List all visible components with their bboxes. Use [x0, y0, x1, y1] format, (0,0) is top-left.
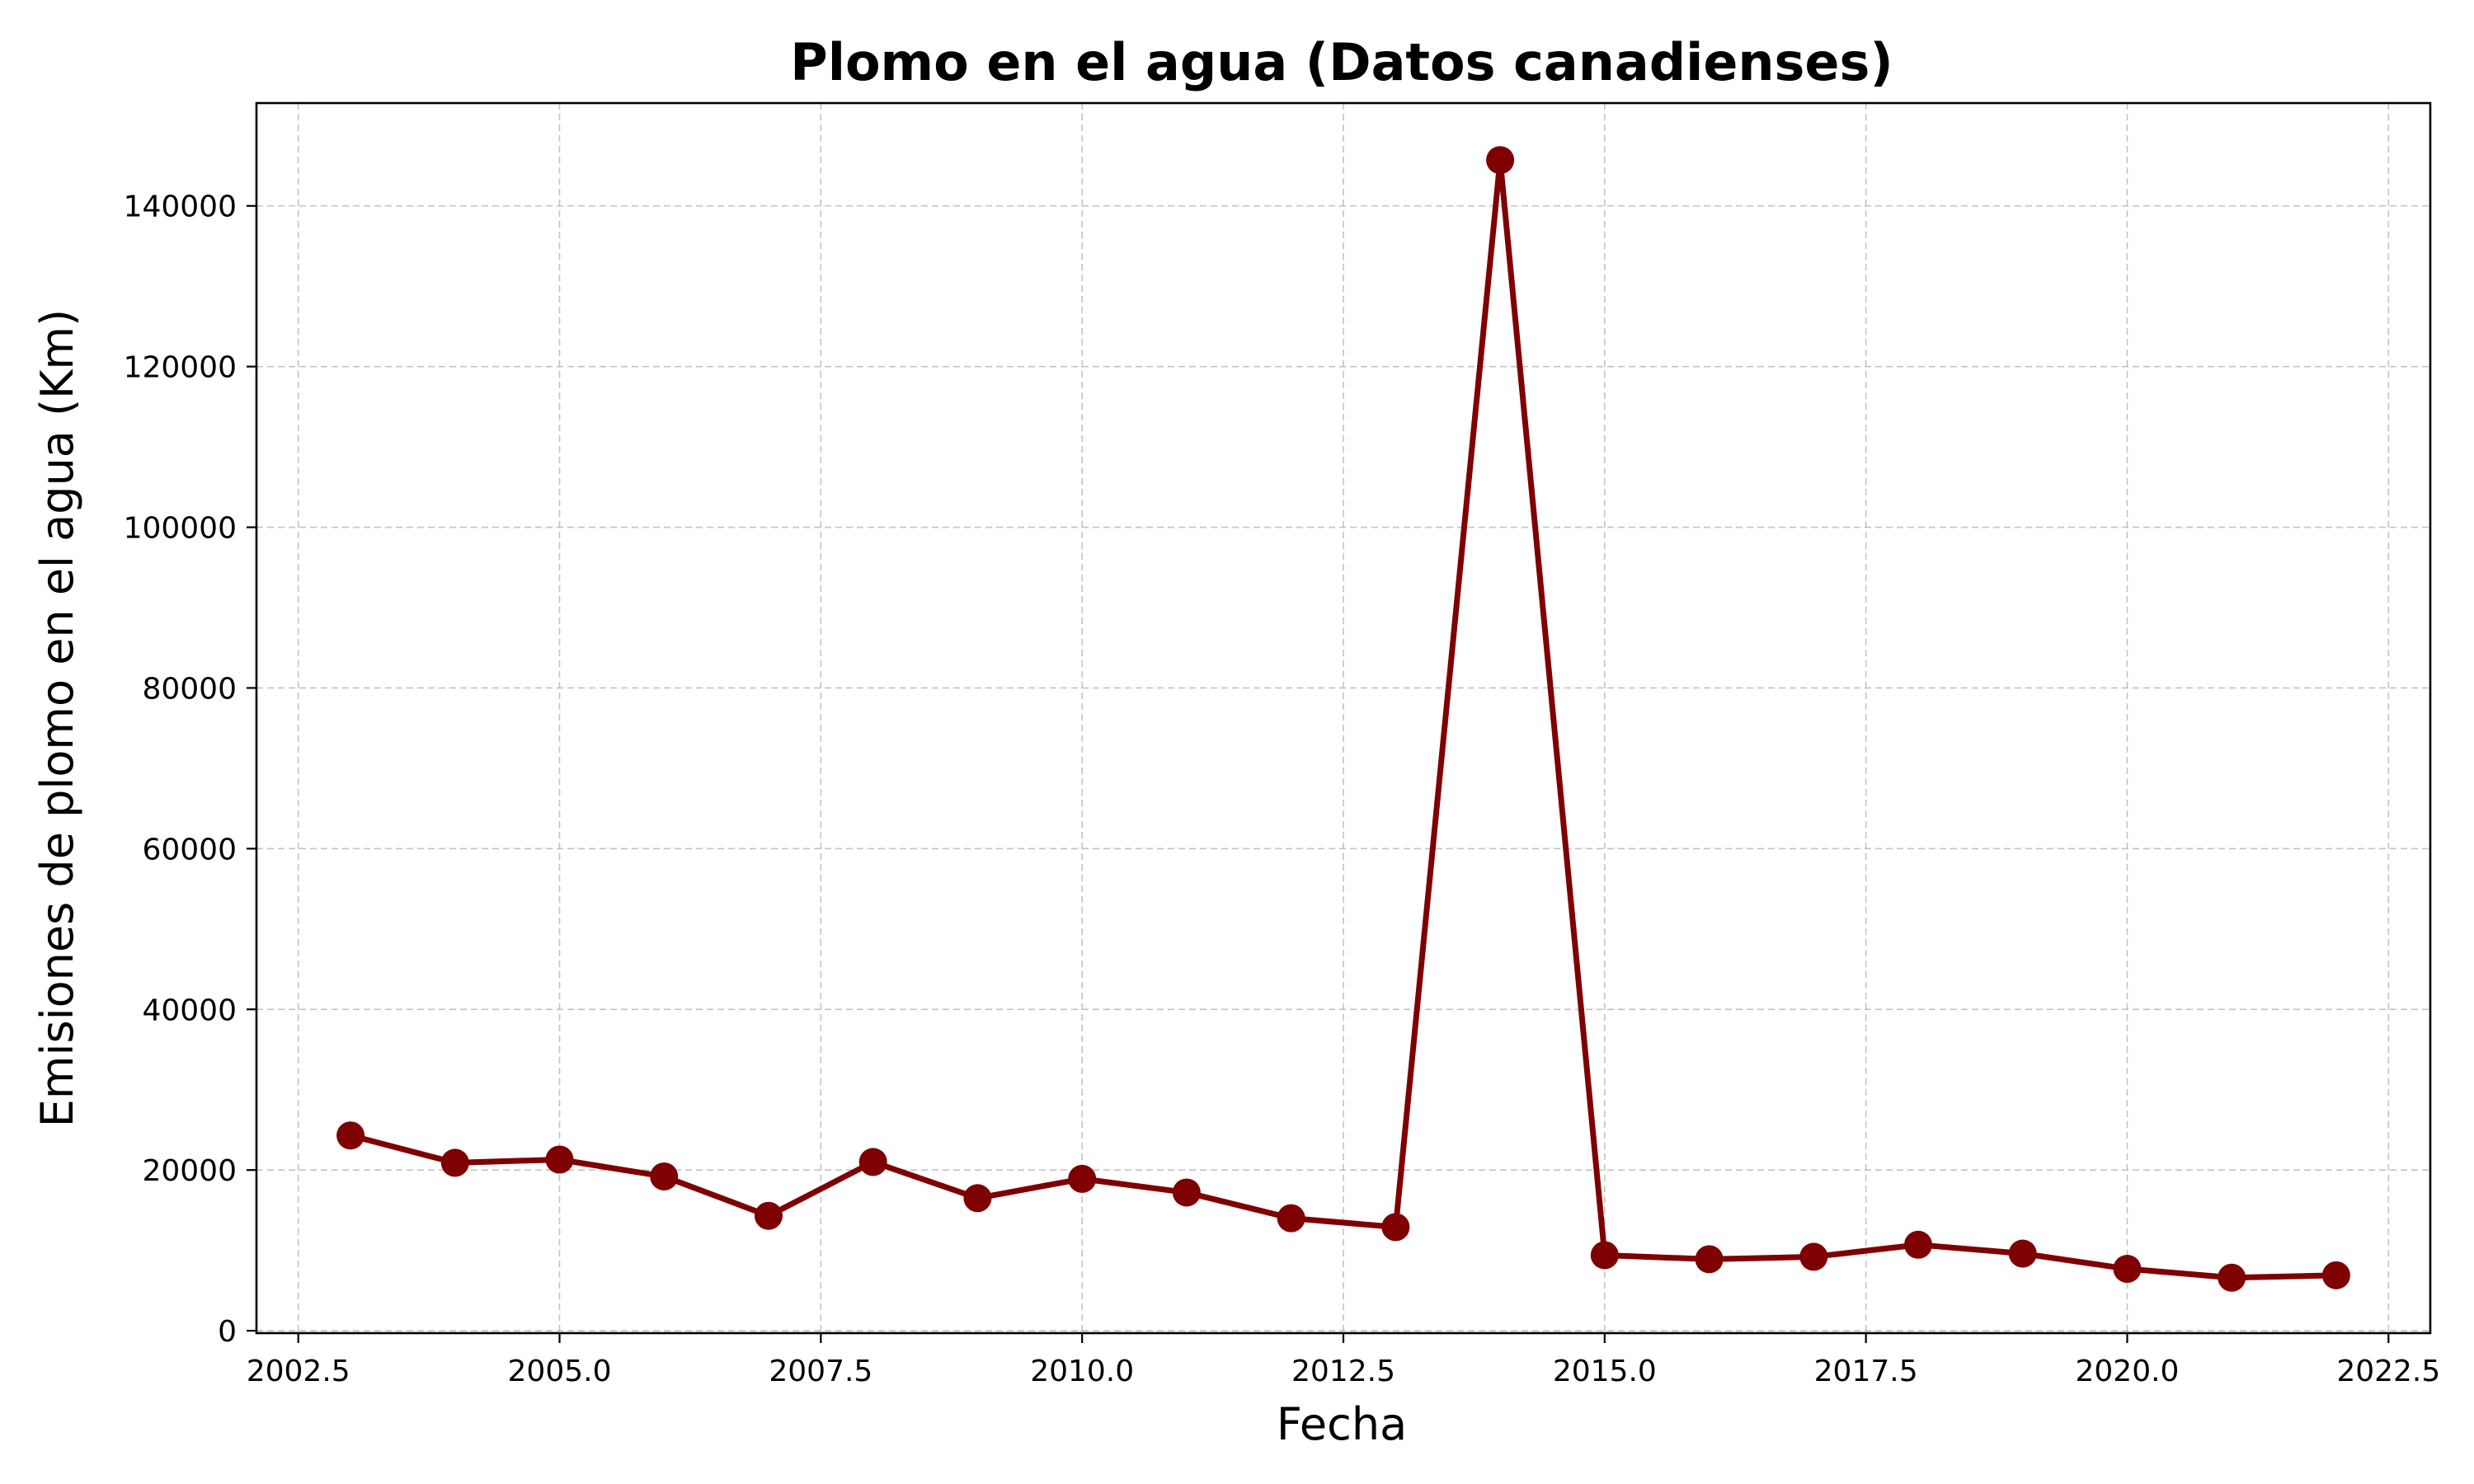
- data-point: [1381, 1213, 1410, 1242]
- x-tick-label: 2012.5: [1291, 1355, 1395, 1388]
- data-series: [336, 146, 2350, 1292]
- x-tick-label: 2022.5: [2336, 1355, 2440, 1388]
- data-point: [858, 1148, 887, 1176]
- grid-lines: [256, 103, 2430, 1333]
- data-point: [1068, 1164, 1097, 1193]
- data-point: [1172, 1178, 1201, 1207]
- data-point: [650, 1162, 679, 1190]
- x-tick-label: 2017.5: [1814, 1355, 1918, 1388]
- data-point: [1277, 1204, 1305, 1233]
- x-tick-label: 2015.0: [1553, 1355, 1657, 1388]
- data-point: [963, 1184, 992, 1213]
- data-point: [336, 1121, 365, 1150]
- data-point: [1799, 1242, 1828, 1271]
- y-tick-label: 120000: [124, 351, 237, 385]
- y-tick-label: 40000: [142, 993, 237, 1027]
- x-tick-label: 2007.5: [769, 1355, 872, 1388]
- data-point: [2008, 1239, 2037, 1268]
- data-point: [2113, 1255, 2142, 1284]
- data-point: [545, 1145, 574, 1174]
- y-tick-label: 0: [218, 1315, 237, 1349]
- data-point: [2321, 1261, 2350, 1289]
- data-point: [440, 1148, 469, 1177]
- data-point: [1904, 1230, 1933, 1259]
- series-line: [350, 157, 2337, 1281]
- data-point: [1486, 146, 1515, 175]
- x-tick-label: 2005.0: [508, 1355, 612, 1388]
- x-tick-label: 2010.0: [1030, 1355, 1134, 1388]
- x-axis-label: Fecha: [1277, 1398, 1407, 1450]
- y-tick-label: 140000: [124, 190, 237, 224]
- y-tick-label: 20000: [142, 1154, 237, 1188]
- y-tick-label: 80000: [142, 672, 237, 706]
- data-point: [1590, 1241, 1619, 1270]
- data-point: [2218, 1263, 2246, 1292]
- x-tick-label: 2002.5: [247, 1355, 350, 1388]
- y-axis-label: Emisiones de plomo en el agua (Km): [31, 309, 83, 1127]
- y-tick-label: 100000: [124, 512, 237, 546]
- axis-ticks: 2002.5 2005.0 2007.5 2010.0 2012.5 2015.0 2017…: [124, 190, 2441, 1388]
- chart-title: Plomo en el agua (Datos canadienses): [790, 32, 1893, 92]
- y-tick-label: 60000: [142, 833, 237, 866]
- data-point: [754, 1201, 783, 1230]
- data-point: [1695, 1245, 1724, 1274]
- x-tick-label: 2020.0: [2075, 1355, 2179, 1388]
